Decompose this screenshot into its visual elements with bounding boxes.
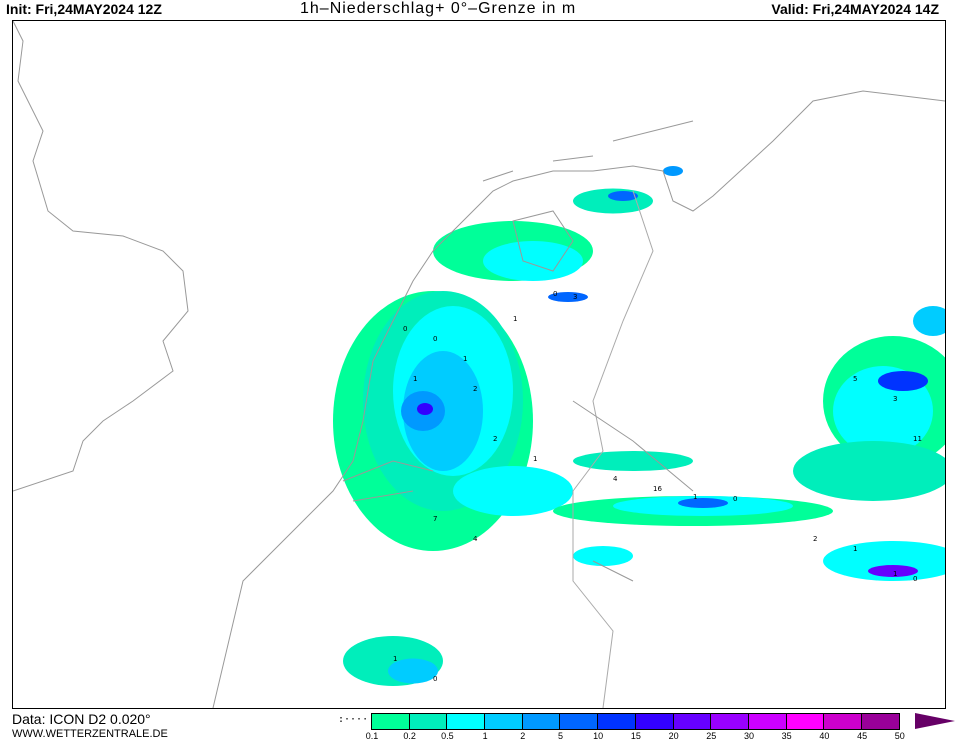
legend-swatch [408, 713, 448, 730]
website-link[interactable]: WWW.WETTERZENTRALE.DE [12, 728, 168, 740]
legend-tick: 40 [819, 731, 830, 741]
value-label: 2 [473, 385, 477, 393]
value-label: 4 [473, 535, 478, 543]
value-label: 1 [853, 545, 857, 553]
legend-swatch [371, 713, 410, 730]
legend-swatch [785, 713, 825, 730]
precip-area [417, 403, 433, 415]
value-label: 0 [553, 290, 557, 298]
value-label: 1 [693, 493, 697, 501]
value-label: 1 [413, 375, 417, 383]
legend-overflow-arrow [915, 713, 955, 729]
precip-area [793, 441, 945, 501]
legend-tick: 2 [520, 731, 526, 741]
map-title: 1h–Niederschlag+ 0°–Grenze in m [300, 0, 577, 17]
value-label: 0 [433, 335, 437, 343]
islands [482, 120, 694, 182]
legend-tick: 35 [781, 731, 792, 741]
precip-area [573, 188, 653, 214]
valid-time: Valid: Fri,24MAY2024 14Z [771, 1, 939, 17]
estuary [342, 460, 434, 502]
legend-tick: 25 [706, 731, 717, 741]
value-label: 1 [513, 315, 517, 323]
value-label: 16 [653, 485, 662, 493]
data-source: Data: ICON D2 0.020° [12, 711, 151, 727]
value-label: 0 [433, 675, 437, 683]
value-label: 1 [393, 655, 397, 663]
precipitation-map: 0 0 1 1 2 1 0 3 2 1 4 16 1 0 2 1 1 0 5 3 11 7 4 1 0 [12, 20, 946, 709]
precip-area [573, 546, 633, 566]
island-rivers [572, 400, 694, 582]
value-label: 1 [893, 570, 897, 578]
ijsselmeer [512, 210, 574, 272]
precip-area [678, 498, 728, 508]
precip-area [453, 466, 573, 516]
precip-area [388, 658, 438, 684]
legend-tick: 0.1 [365, 731, 379, 741]
init-time: Init: Fri,24MAY2024 12Z [6, 1, 162, 17]
precip-area [548, 292, 588, 302]
legend-swatch [634, 713, 674, 730]
value-label: 3 [893, 395, 897, 403]
value-label: 3 [573, 293, 577, 301]
precip-area [573, 451, 693, 471]
value-label: 1 [533, 455, 537, 463]
legend-tick: 0.5 [441, 731, 454, 741]
legend-tick: 10 [593, 731, 604, 741]
value-label: 1 [463, 355, 467, 363]
value-label: 0 [913, 575, 917, 583]
border-lines [572, 190, 654, 708]
legend-swatch [597, 713, 636, 730]
legend-tick: 45 [857, 731, 868, 741]
legend-underflow-marker: :···· [338, 714, 369, 725]
legend-swatch [672, 713, 712, 730]
legend-swatch [559, 713, 599, 730]
value-label: 11 [913, 435, 922, 443]
uk-coast [13, 21, 189, 492]
precip-area [913, 306, 945, 336]
value-label: 5 [853, 375, 857, 383]
value-label: 0 [403, 325, 407, 333]
legend-swatch [484, 713, 523, 730]
precip-area [483, 241, 583, 281]
precip-field [333, 166, 945, 686]
color-legend [371, 713, 900, 730]
value-label: 2 [813, 535, 817, 543]
legend-swatch [446, 713, 486, 730]
value-label: 0 [733, 495, 737, 503]
precip-area [608, 191, 638, 201]
legend-tick: 30 [743, 731, 755, 741]
value-label: 4 [613, 475, 618, 483]
legend-tick: 0.2 [403, 731, 416, 741]
legend-swatch [860, 713, 900, 730]
coastlines [13, 21, 945, 708]
legend-swatch [747, 713, 787, 730]
legend-tick: 15 [630, 731, 641, 741]
value-label: 7 [433, 515, 437, 523]
legend-tick: 1 [482, 731, 488, 741]
precip-area [878, 371, 928, 391]
legend-swatch [710, 713, 749, 730]
precip-area [663, 166, 683, 176]
legend-tick: 50 [894, 731, 905, 741]
legend-tick: 20 [668, 731, 679, 741]
value-label: 2 [493, 435, 497, 443]
legend-tick: 5 [557, 731, 564, 741]
legend-swatch [521, 713, 561, 730]
precip-area [868, 565, 918, 577]
legend-swatch [823, 713, 862, 730]
continent-coast [212, 90, 945, 708]
